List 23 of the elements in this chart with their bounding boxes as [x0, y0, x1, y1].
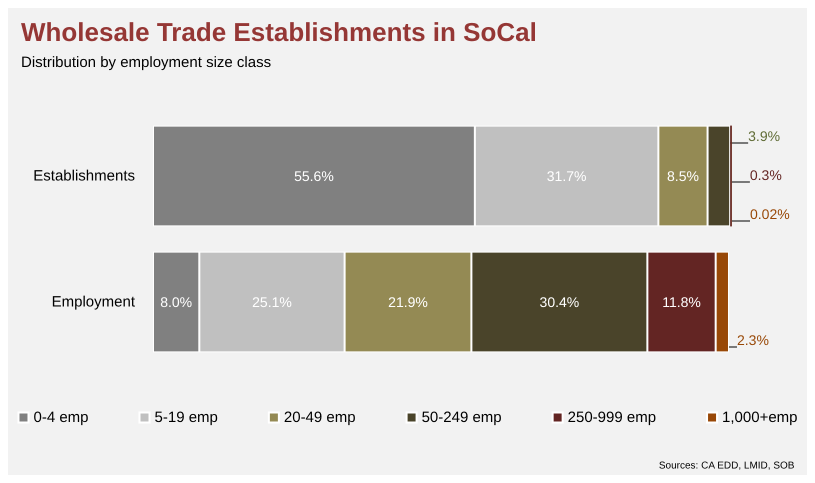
- data-label: 0.3%: [750, 167, 782, 183]
- legend-label: 50-249 emp: [422, 409, 502, 426]
- data-label: 31.7%: [546, 168, 586, 184]
- data-label: 25.1%: [252, 294, 292, 310]
- source-note: Sources: CA EDD, LMID, SOB: [658, 460, 795, 472]
- data-label: 55.6%: [294, 168, 334, 184]
- data-label: 2.3%: [736, 332, 769, 348]
- legend-label: 5-19 emp: [154, 409, 218, 426]
- y-tick-label: Employment: [52, 294, 136, 310]
- y-tick-label: Establishments: [33, 168, 135, 184]
- legend-label: 1,000+emp: [722, 409, 798, 426]
- legend-label: 0-4 emp: [33, 409, 89, 426]
- data-label: 11.8%: [662, 294, 701, 310]
- data-label: 21.9%: [388, 294, 428, 310]
- legend-label: 20-49 emp: [284, 409, 356, 426]
- data-label: 8.5%: [667, 168, 699, 184]
- chart-subtitle: Distribution by employment size class: [21, 54, 272, 71]
- data-label: 8.0%: [160, 294, 192, 310]
- chart-title: Wholesale Trade Establishments in SoCal: [21, 17, 537, 47]
- data-label: 30.4%: [540, 294, 580, 310]
- legend-label: 250-999 emp: [568, 409, 656, 426]
- data-label: 0.02%: [750, 206, 790, 222]
- data-label: 3.9%: [748, 128, 780, 144]
